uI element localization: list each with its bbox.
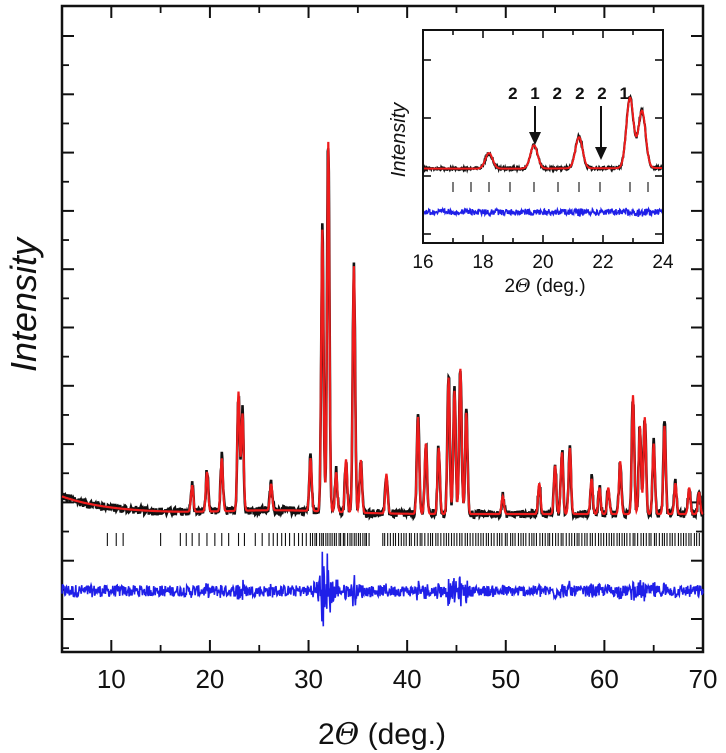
main-x-tick-labels: 10 20 30 40 50 60 70	[97, 664, 718, 694]
x-tick-label: 70	[689, 664, 718, 694]
inset-x-tick-label: 22	[592, 252, 613, 273]
main-y-axis-title: Intensity	[3, 236, 44, 372]
inset-calculated-line	[423, 96, 663, 170]
main-x-axis-title: 2Θ (deg.)	[318, 717, 446, 752]
inset-x-axis-title: 2Θ (deg.)	[504, 275, 585, 297]
main-bragg-ticks	[106, 533, 700, 546]
main-axis-ticks	[61, 6, 704, 652]
inset-x-tick-label: 16	[412, 252, 433, 273]
x-title-theta: Θ	[335, 717, 360, 752]
inset-x-tick-labels: 16 18 20 22 24	[412, 252, 674, 273]
x-tick-label: 60	[590, 664, 619, 694]
annotation-221-arrow-head	[595, 147, 607, 160]
x-tick-label: 50	[491, 664, 520, 694]
x-title-prefix: 2	[318, 718, 335, 751]
x-title-suffix: (deg.)	[359, 718, 446, 751]
inset-difference-line	[422, 206, 664, 218]
inset-bragg-ticks	[452, 182, 649, 192]
inset-y-axis-title: Intensity	[388, 102, 410, 177]
inset-x-tick-label: 24	[652, 252, 674, 273]
difference-series-line	[61, 551, 704, 627]
main-plot-frame	[60, 4, 705, 654]
annotation-221-label: 2 2 1	[575, 84, 633, 103]
inset-x-title-theta: Θ	[515, 275, 531, 297]
calculated-series-line	[61, 141, 704, 516]
x-tick-label: 10	[97, 664, 126, 694]
inset-x-tick-label: 20	[532, 252, 553, 273]
annotation-212-arrow-head	[529, 132, 541, 145]
inset-x-title-suffix: (deg.)	[531, 276, 586, 297]
x-tick-label: 40	[393, 664, 422, 694]
x-tick-label: 30	[294, 664, 323, 694]
x-tick-label: 20	[195, 664, 224, 694]
inset-background	[423, 30, 663, 243]
inset-x-tick-label: 18	[472, 252, 493, 273]
inset-frame	[422, 29, 664, 244]
inset-x-title-prefix: 2	[504, 276, 515, 297]
annotation-212-label: 2 1 2	[508, 84, 566, 103]
